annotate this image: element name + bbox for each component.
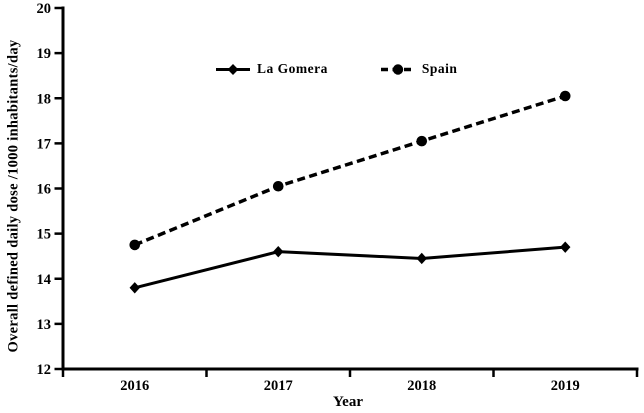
legend-item-spain: Spain	[380, 61, 458, 77]
legend-label-la-gomera: La Gomera	[257, 61, 328, 76]
solid-line-diamond-marker-icon	[216, 63, 250, 75]
spain-data-point-circle	[559, 90, 571, 102]
y-tick-label: 17	[37, 136, 52, 152]
x-axis-title: Year	[333, 394, 363, 410]
spain-data-point-circle	[416, 135, 428, 147]
legend-item-la-gomera: La Gomera	[215, 61, 328, 77]
y-tick-label: 16	[37, 182, 52, 198]
spain-line	[134, 94, 566, 247]
dashed-line-circle-marker-icon	[380, 63, 415, 75]
y-tick-label: 14	[37, 272, 52, 288]
la-gomera-line	[134, 245, 566, 290]
y-tick-label: 13	[37, 317, 52, 333]
x-tick-label: 2016	[120, 378, 149, 394]
spain-data-point-circle	[129, 239, 141, 251]
legend-label-spain: Spain	[421, 61, 458, 76]
y-tick-label: 15	[37, 227, 52, 243]
y-tick-label: 20	[37, 1, 52, 17]
x-tick-label: 2017	[264, 378, 293, 394]
spain-data-point-circle	[272, 180, 284, 192]
y-tick-label: 19	[37, 46, 52, 62]
x-tick-label: 2019	[551, 378, 580, 394]
la-gomera-data-point-diamond	[129, 282, 140, 294]
la-gomera-data-point-diamond	[416, 252, 427, 265]
y-axis-title: Overall defined daily dose /1000 inhabit…	[5, 39, 22, 353]
x-tick-label: 2018	[407, 378, 436, 394]
la-gomera-data-point-diamond	[560, 241, 571, 253]
y-tick-label: 12	[37, 362, 52, 378]
legend: La Gomera Spain	[215, 61, 457, 77]
y-tick-label: 18	[37, 91, 52, 107]
la-gomera-data-point-diamond	[273, 245, 284, 258]
